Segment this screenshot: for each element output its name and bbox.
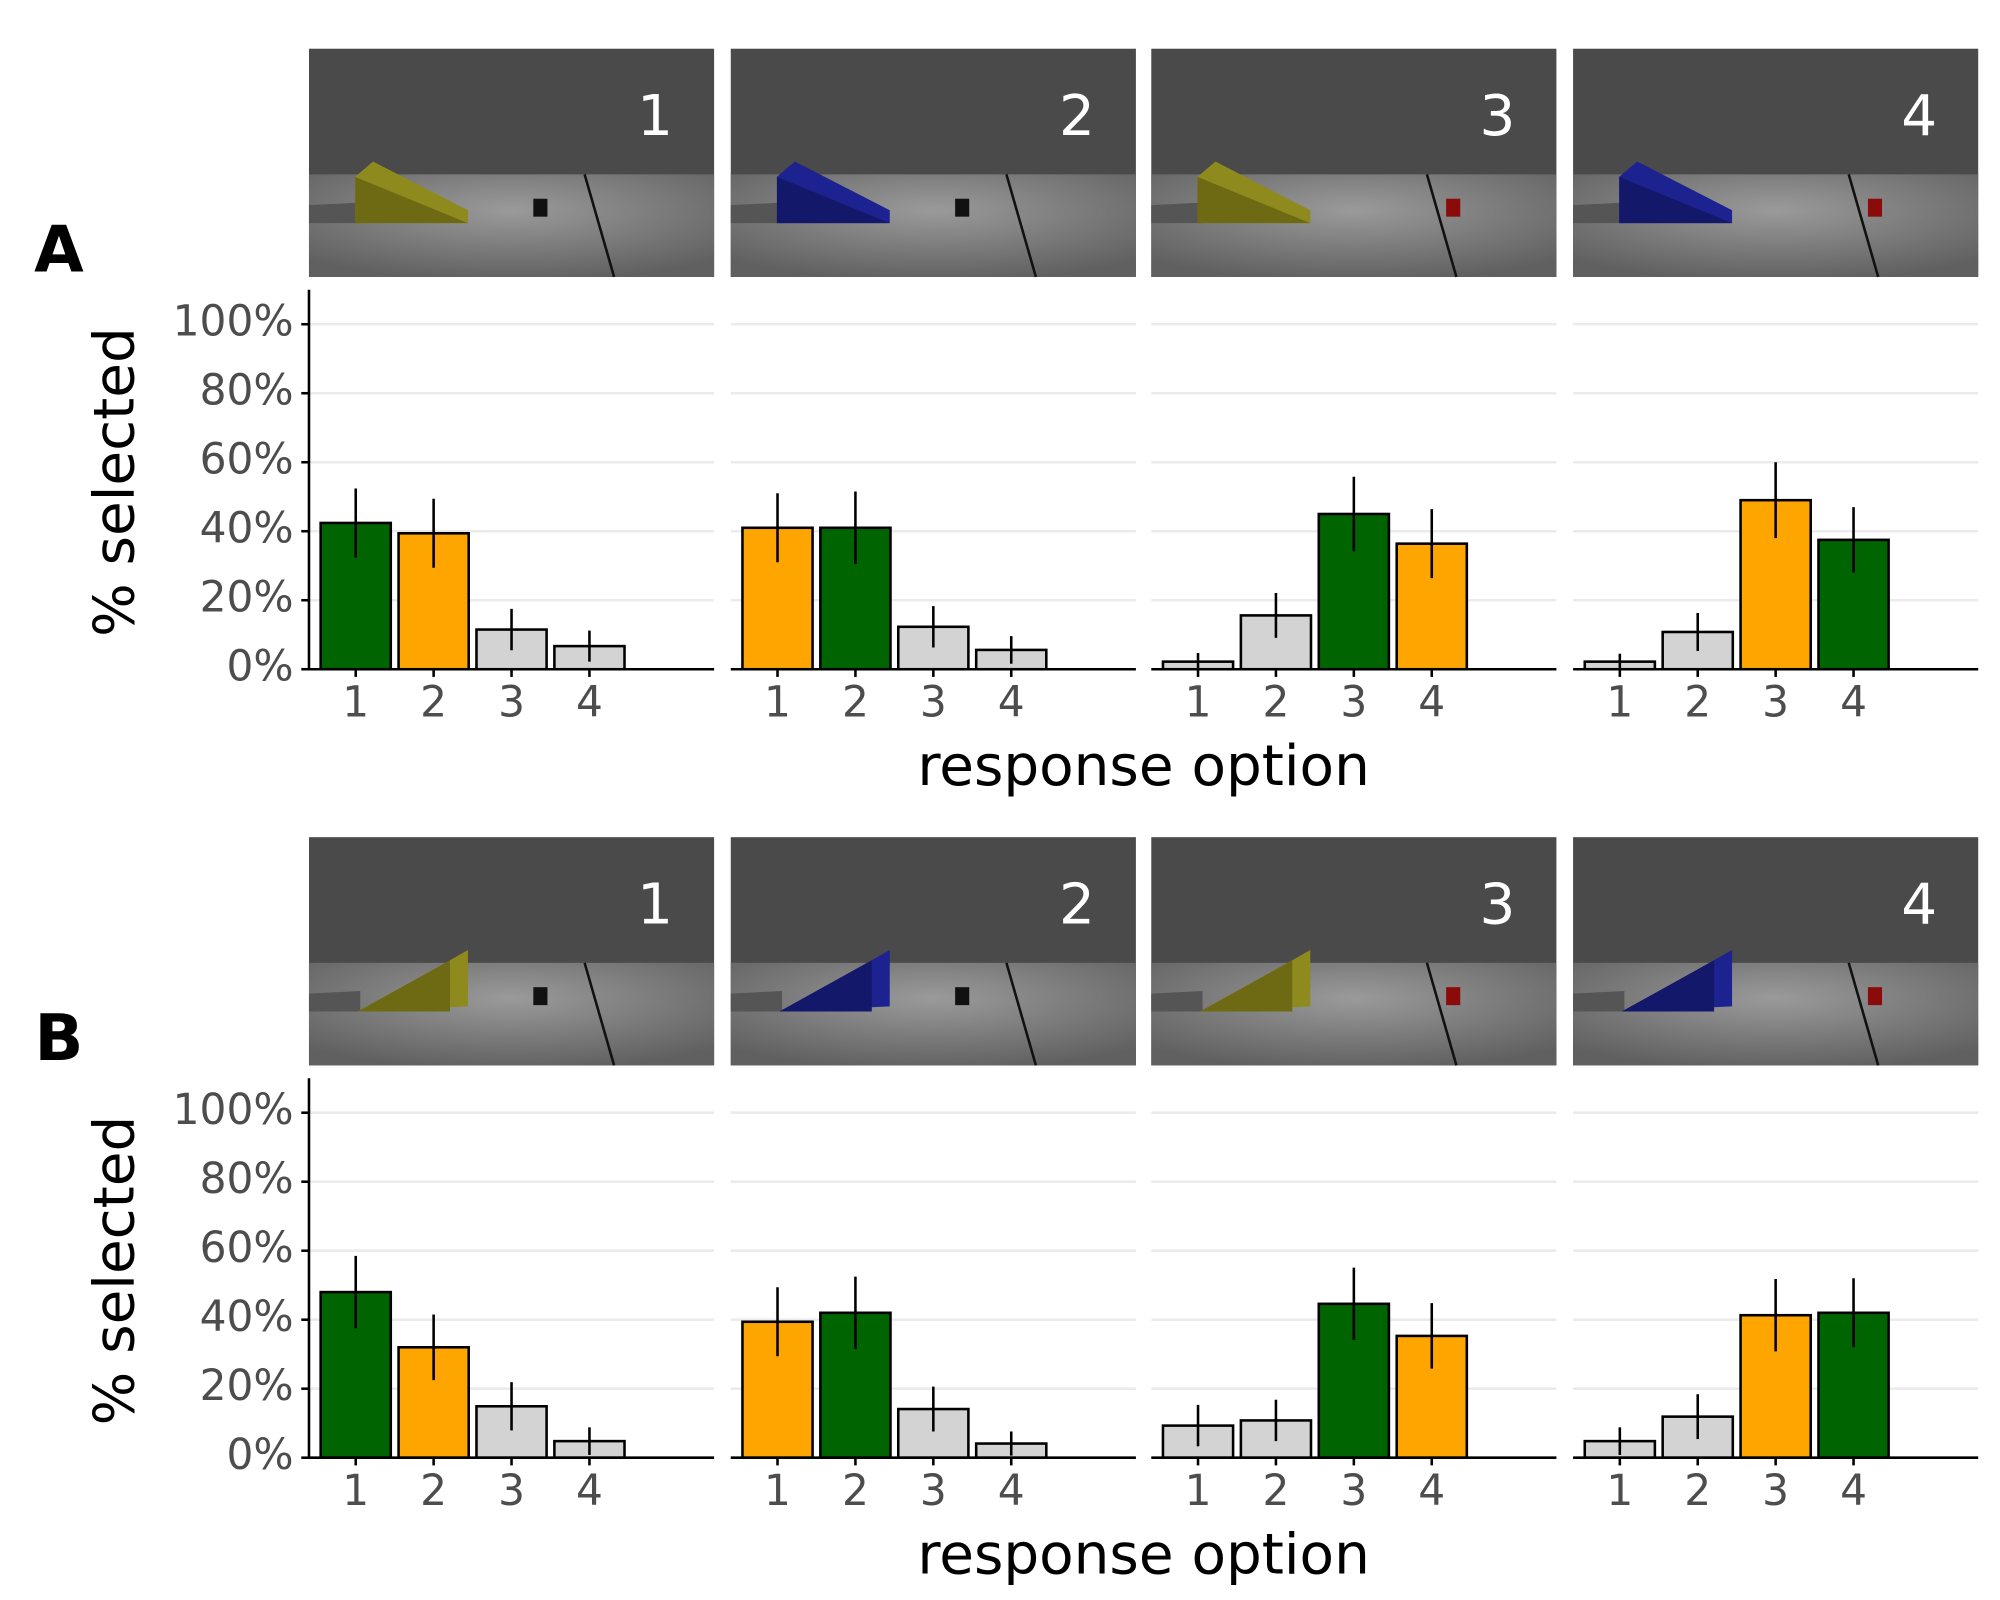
x-tick-label: 2 — [420, 678, 447, 727]
scene-ramp-side — [1619, 176, 1733, 224]
scene-line — [1005, 174, 1038, 278]
scene-cube — [533, 987, 548, 1006]
scene-floor — [1151, 962, 1557, 1066]
y-tick-label: 100% — [173, 1085, 294, 1134]
scene-ramp-side — [1621, 960, 1715, 1012]
x-tick-label: 2 — [1684, 1466, 1711, 1515]
row-label: A — [34, 213, 84, 287]
x-tick-label: 3 — [920, 678, 947, 727]
x-tick-label: 2 — [420, 1466, 447, 1515]
row-label: B — [35, 1002, 84, 1076]
scene-shadow — [730, 991, 783, 1012]
x-tick-label: 4 — [1840, 1466, 1867, 1515]
x-tick-label: 4 — [1840, 678, 1867, 727]
scene-shadow — [730, 202, 783, 224]
scene-line — [583, 174, 616, 278]
panel-number: 3 — [1479, 872, 1515, 937]
x-tick-label: 2 — [842, 678, 869, 727]
scene-shadow — [1151, 202, 1203, 224]
x-tick-label: 2 — [1684, 678, 1711, 727]
scene-ramp-side — [357, 960, 450, 1012]
x-tick-label: 1 — [764, 678, 791, 727]
y-tick-label: 20% — [200, 1361, 294, 1410]
y-tick-label: 60% — [200, 435, 294, 484]
y-tick-label: 80% — [200, 1154, 294, 1203]
x-tick-label: 4 — [576, 678, 603, 727]
x-tick-label: 4 — [1418, 678, 1445, 727]
x-tick-label: 2 — [1262, 1466, 1289, 1515]
x-axis-title: response option — [917, 734, 1370, 799]
scene-shadow — [1573, 991, 1625, 1012]
y-tick-label: 80% — [200, 366, 294, 415]
x-tick-label: 1 — [342, 1466, 369, 1515]
scene-line — [1425, 174, 1458, 278]
y-axis-title: % selected — [83, 327, 148, 637]
x-tick-label: 3 — [920, 1466, 947, 1515]
x-tick-label: 3 — [1762, 1466, 1789, 1515]
x-tick-label: 1 — [342, 678, 369, 727]
scene-ramp-side — [355, 176, 468, 224]
scene-line — [1847, 962, 1880, 1066]
y-tick-label: 100% — [173, 297, 294, 346]
scene-cube — [1867, 987, 1883, 1006]
x-tick-label: 3 — [1340, 678, 1367, 727]
x-tick-label: 3 — [498, 678, 525, 727]
x-tick-label: 2 — [1262, 678, 1289, 727]
scene-ramp-side — [779, 960, 872, 1012]
scene-cube — [533, 198, 548, 217]
y-tick-label: 40% — [200, 1292, 294, 1341]
scene-line — [1847, 174, 1880, 278]
x-tick-label: 1 — [764, 1466, 791, 1515]
y-tick-label: 40% — [200, 504, 294, 553]
scene-line — [1005, 962, 1038, 1066]
scene-cube — [955, 987, 970, 1006]
scene-cube — [1446, 987, 1461, 1006]
scene-shadow — [1573, 202, 1625, 224]
x-tick-label: 4 — [576, 1466, 603, 1515]
y-tick-label: 60% — [200, 1223, 294, 1272]
panel-number: 1 — [637, 872, 673, 937]
scene-floor — [308, 962, 715, 1066]
panel-number: 4 — [1901, 84, 1937, 149]
x-tick-label: 1 — [1606, 1466, 1633, 1515]
panel-number: 1 — [637, 84, 673, 149]
panel-number: 3 — [1479, 84, 1515, 149]
x-tick-label: 3 — [1762, 678, 1789, 727]
scene-floor — [1573, 962, 1979, 1066]
y-tick-label: 0% — [226, 642, 293, 691]
scene-line — [583, 962, 616, 1066]
x-tick-label: 2 — [842, 1466, 869, 1515]
x-tick-label: 3 — [1340, 1466, 1367, 1515]
x-tick-label: 3 — [498, 1466, 525, 1515]
x-tick-label: 1 — [1185, 1466, 1212, 1515]
x-tick-label: 4 — [998, 678, 1025, 727]
x-axis-title: response option — [917, 1522, 1370, 1587]
panel-number: 2 — [1059, 84, 1095, 149]
y-axis-title: % selected — [83, 1116, 148, 1426]
scene-line — [1425, 962, 1458, 1066]
x-tick-label: 4 — [998, 1466, 1025, 1515]
y-tick-label: 0% — [226, 1430, 293, 1479]
scene-cube — [1867, 198, 1883, 217]
scene-shadow — [1151, 991, 1203, 1012]
scene-floor — [730, 962, 1136, 1066]
y-tick-label: 20% — [200, 573, 294, 622]
scene-cube — [955, 198, 970, 217]
x-tick-label: 4 — [1418, 1466, 1445, 1515]
x-tick-label: 1 — [1606, 678, 1633, 727]
scene-shadow — [308, 991, 361, 1012]
scene-ramp-side — [1200, 960, 1293, 1012]
x-tick-label: 1 — [1185, 678, 1212, 727]
panel-number: 2 — [1059, 872, 1095, 937]
scene-cube — [1446, 198, 1461, 217]
panel-number: 4 — [1901, 872, 1937, 937]
scene-shadow — [308, 202, 361, 224]
